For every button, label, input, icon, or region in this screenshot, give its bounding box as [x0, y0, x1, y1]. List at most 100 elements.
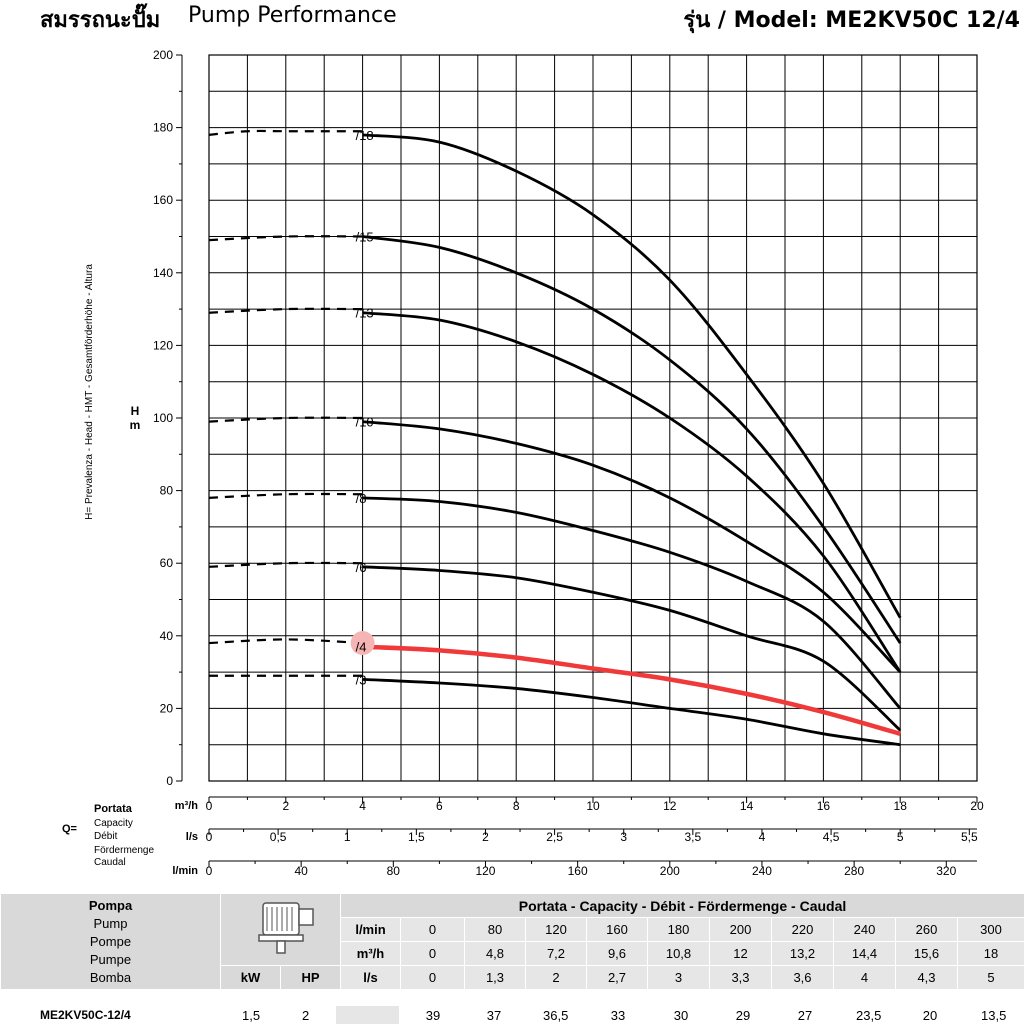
- q-name: Capacity: [94, 818, 133, 829]
- pompa-cell: Pompa Pump Pompe Pumpe Bomba: [0, 893, 221, 990]
- x-tick-label-lmin: 240: [752, 864, 772, 878]
- x-tick-label-m3h: 10: [586, 799, 600, 813]
- unit-label: m³/h: [340, 941, 401, 966]
- series-line-18: [362, 133, 902, 619]
- series-label: /3: [356, 672, 367, 687]
- q-name: Débit: [94, 831, 118, 842]
- capacity-value: 3,6: [771, 965, 834, 990]
- q-name: Fördermenge: [94, 845, 154, 856]
- x-tick-label-lmin: 80: [387, 864, 401, 878]
- x-tick-label-ls: 5,5: [961, 830, 978, 844]
- series-label: /13: [356, 306, 374, 321]
- series-line-6: [362, 565, 902, 732]
- y-tick-label: 40: [160, 629, 174, 643]
- header-title: Pump Performance: [188, 3, 397, 28]
- x-tick-label-m3h: 14: [740, 799, 754, 813]
- model-row: ME2KV50C-12/4 1,5 2 39 37 36,5 33 30 29 27 23,5…: [0, 1006, 1024, 1024]
- capacity-value: 2: [525, 965, 587, 990]
- series-dashed-13: [208, 307, 363, 314]
- capacity-value: 0: [400, 965, 465, 990]
- model-value: 30: [673, 1008, 689, 1023]
- model-value: 13,5: [981, 1008, 1007, 1023]
- x-tick-label-m3h: 12: [663, 799, 677, 813]
- capacity-value: 13,2: [771, 941, 834, 966]
- y-tick-label: 0: [166, 774, 173, 788]
- y-tick-label: 180: [153, 121, 173, 135]
- series-label: /18: [356, 128, 374, 143]
- capacity-value: 7,2: [525, 941, 587, 966]
- x-unit-m3h: m³/h: [175, 800, 199, 812]
- capacity-value: 9,6: [586, 941, 648, 966]
- capacity-value: 0: [400, 917, 465, 942]
- capacity-value: 1,3: [464, 965, 526, 990]
- x-tick-label-ls: 2: [482, 830, 489, 844]
- model-value: 36,5: [543, 1008, 569, 1023]
- series-line-3: [362, 677, 901, 747]
- series-dashed-6: [208, 561, 363, 568]
- model-kw: 1,5: [242, 1008, 261, 1023]
- x-tick-label-m3h: 18: [894, 799, 908, 813]
- x-tick-label-ls: 3,5: [684, 830, 701, 844]
- series-line-15: [362, 235, 902, 644]
- x-tick-label-ls: 0: [206, 830, 213, 844]
- motor-icon: [257, 902, 314, 954]
- series-line-4: [362, 644, 901, 736]
- capacity-value: 240: [833, 917, 896, 942]
- pompa-name: Pumpe: [89, 951, 132, 967]
- model-value: 33: [610, 1008, 626, 1023]
- series-label: /6: [356, 560, 367, 575]
- pompa-name: Pompe: [89, 933, 132, 949]
- y-tick-label: 140: [153, 266, 173, 280]
- capacity-value: 260: [895, 917, 958, 942]
- model-empty-cell: [336, 1006, 399, 1024]
- x-tick-label-ls: 1: [344, 830, 351, 844]
- x-tick-label-ls: 1,5: [408, 830, 425, 844]
- capacity-value: 10,8: [647, 941, 710, 966]
- series-dashed-10: [208, 416, 363, 423]
- pompa-name: Pump: [93, 915, 128, 931]
- model-name: ME2KV50C-12/4: [40, 1008, 131, 1022]
- q-name: Caudal: [94, 857, 126, 868]
- x-tick-label-ls: 4,5: [823, 830, 840, 844]
- x-tick-label-ls: 3: [620, 830, 627, 844]
- x-tick-label-ls: 5: [897, 830, 904, 844]
- y-tick-label: 200: [153, 48, 173, 62]
- x-tick-label-lmin: 280: [844, 864, 864, 878]
- x-unit-lmin: l/min: [172, 865, 198, 877]
- series-line-10: [362, 420, 902, 674]
- pompa-name: Pompa: [88, 897, 133, 913]
- y-tick-label: 160: [153, 193, 173, 207]
- x-tick-label-ls: 2,5: [546, 830, 563, 844]
- x-tick-label-m3h: 8: [513, 799, 520, 813]
- capacity-value: 80: [464, 917, 526, 942]
- y-tick-label: 80: [160, 484, 174, 498]
- x-tick-label-ls: 0,5: [270, 830, 287, 844]
- q-name: Portata: [94, 803, 133, 815]
- x-tick-label-lmin: 320: [936, 864, 956, 878]
- model-value: 39: [425, 1008, 441, 1023]
- series-dashed-15: [208, 235, 363, 242]
- header-thai-title: สมรรถนะปั๊ม: [40, 8, 161, 33]
- capacity-table: Pompa Pump Pompe Pumpe Bomba: [0, 893, 1024, 990]
- capacity-value: 15,6: [895, 941, 958, 966]
- y-tick-label: 60: [160, 556, 174, 570]
- hp-label: HP: [280, 965, 341, 990]
- q-label: Q=: [62, 823, 77, 835]
- capacity-value: 4,3: [895, 965, 958, 990]
- y-tick-label: 20: [160, 701, 174, 715]
- capacity-value: 4,8: [464, 941, 526, 966]
- highlight-marker: [350, 631, 375, 656]
- x-tick-label-m3h: 0: [206, 799, 213, 813]
- capacity-value: 180: [647, 917, 710, 942]
- header-model: รุ่น / Model: ME2KV50C 12/4: [683, 8, 1020, 33]
- series-line-8: [362, 496, 902, 710]
- capacity-value: 3,3: [709, 965, 772, 990]
- plot-frame: [208, 54, 978, 782]
- model-value: 27: [797, 1008, 813, 1023]
- model-value: 29: [735, 1008, 751, 1023]
- capacity-value: 14,4: [833, 941, 896, 966]
- model-value: 23,5: [856, 1008, 882, 1023]
- motor-icon-cell: [220, 893, 341, 966]
- capacity-value: 12: [709, 941, 772, 966]
